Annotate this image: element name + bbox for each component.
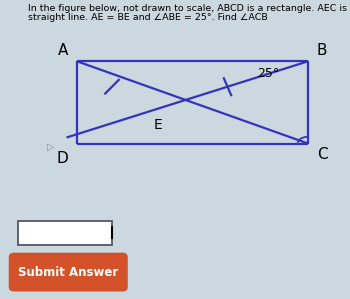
Text: C: C — [317, 147, 327, 161]
Text: Submit Answer: Submit Answer — [18, 266, 118, 279]
Text: 25°: 25° — [257, 67, 279, 80]
Text: In the figure below, not drawn to scale, ABCD is a rectangle. AEC is a: In the figure below, not drawn to scale,… — [28, 4, 350, 13]
FancyBboxPatch shape — [18, 221, 112, 245]
Text: ▷: ▷ — [47, 141, 55, 152]
Text: straight line. AE = BE and ∠ABE = 25°. Find ∠ACB: straight line. AE = BE and ∠ABE = 25°. F… — [28, 13, 268, 22]
Text: E: E — [154, 118, 163, 132]
Text: D: D — [56, 151, 68, 166]
Text: A: A — [58, 43, 68, 58]
Text: B: B — [317, 43, 327, 58]
FancyBboxPatch shape — [9, 253, 128, 292]
